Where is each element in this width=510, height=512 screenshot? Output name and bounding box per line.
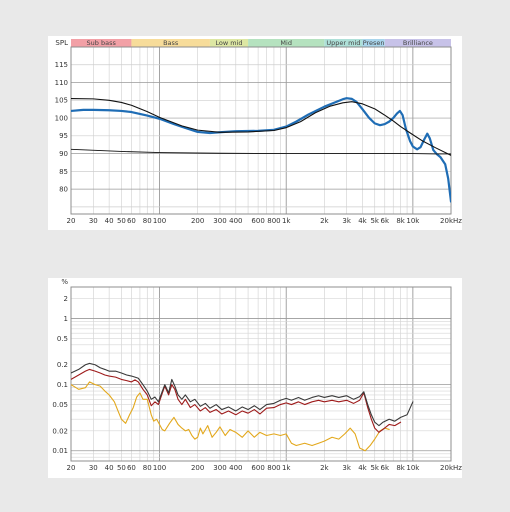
series-line-1 [71,368,402,433]
y-tick-label: 0.5 [57,335,68,343]
x-tick-label: 400 [229,217,242,225]
x-tick-label: 200 [191,464,204,472]
x-tick-label: 800 [267,464,280,472]
y-axis-label: % [61,278,68,286]
x-tick-label: 3k [342,464,351,472]
x-tick-label: 8k [396,464,405,472]
x-tick-label: 80 [143,464,152,472]
y-tick-label: 85 [59,168,68,176]
y-tick-label: 95 [59,132,68,140]
x-tick-label: 40 [105,464,114,472]
y-tick-label: 0.05 [52,401,68,409]
distortion-chart: 2 1 0.5 0.2 0.1 0.05 0.02 0.01% 20 30 40 50 60 80 100 2… [48,278,462,478]
band-6 [384,39,451,47]
y-tick-label: 90 [59,150,68,158]
band-label: Sub bass [87,39,117,47]
x-tick-label: 400 [229,464,242,472]
y-tick-label: 2 [64,295,68,303]
band-label: Brilliance [403,39,433,47]
x-tick-label: 600 [251,464,264,472]
x-tick-label: 800 [267,217,280,225]
band-label: Low mid [215,39,242,47]
band-3 [248,39,325,47]
x-tick-label: 20 [67,217,76,225]
x-tick-label: 40 [105,217,114,225]
band-0 [71,39,132,47]
x-tick-label: 100 [153,464,166,472]
band-label: Mid [280,39,292,47]
x-tick-label: 10k [406,464,420,472]
x-tick-label: 200 [191,217,204,225]
x-tick-label: 5k [370,464,379,472]
x-tick-label: 30 [89,217,98,225]
x-tick-label: 10k [406,217,420,225]
series-line-2 [71,362,414,427]
x-tick-label: 50 [117,464,126,472]
x-tick-label: 4k [358,217,367,225]
band-label: Presen [363,39,385,47]
y-tick-label: 100 [55,114,68,122]
y-axis-label: SPL [55,39,68,47]
band-5 [362,39,385,47]
y-tick-label: 115 [55,61,68,69]
x-tick-label: 60 [127,464,136,472]
x-tick-label: 50 [117,217,126,225]
x-tick-label: 4k [358,464,367,472]
band-label: Bass [163,39,179,47]
x-tick-label: 300 [213,217,226,225]
x-tick-label: 100 [153,217,166,225]
plot-border [70,46,452,215]
x-tick-label: 60 [127,217,136,225]
series-line-0 [71,97,451,203]
y-tick-label: 0.01 [52,447,68,455]
y-tick-label: 1 [64,315,68,323]
x-tick-label: 300 [213,464,226,472]
x-tick-label: 1k [282,217,291,225]
series-line-1 [71,97,451,156]
x-tick-label: 6k [381,217,390,225]
y-tick-label: 0.1 [57,381,68,389]
x-tick-label: 2k [320,464,329,472]
x-tick-label: 6k [381,464,390,472]
x-tick-label: 8k [396,217,405,225]
plot-area [70,286,452,462]
y-tick-label: 0.2 [57,361,68,369]
band-4 [324,39,363,47]
band-label: Upper mid [326,39,360,47]
plot-border [70,286,452,462]
x-tick-label: 1k [282,464,291,472]
y-tick-label: 80 [59,186,68,194]
x-tick-label: 20 [67,464,76,472]
y-tick-label: 105 [55,97,68,105]
x-tick-label: 3k [342,217,351,225]
x-tick-label: 20kHz [440,464,462,472]
y-tick-label: 110 [55,79,68,87]
y-tick-label: 0.02 [52,427,68,435]
series-line-2 [71,148,451,155]
x-tick-label: 600 [251,217,264,225]
x-tick-label: 80 [143,217,152,225]
x-tick-label: 5k [370,217,379,225]
x-tick-label: 20kHz [440,217,462,225]
frequency-response-chart: Sub bass Bass Low mid Mid Upper mid Presen Bri… [48,36,462,230]
series-line-0 [71,381,390,452]
x-tick-label: 2k [320,217,329,225]
band-1 [131,39,210,47]
band-2 [209,39,249,47]
x-tick-label: 30 [89,464,98,472]
